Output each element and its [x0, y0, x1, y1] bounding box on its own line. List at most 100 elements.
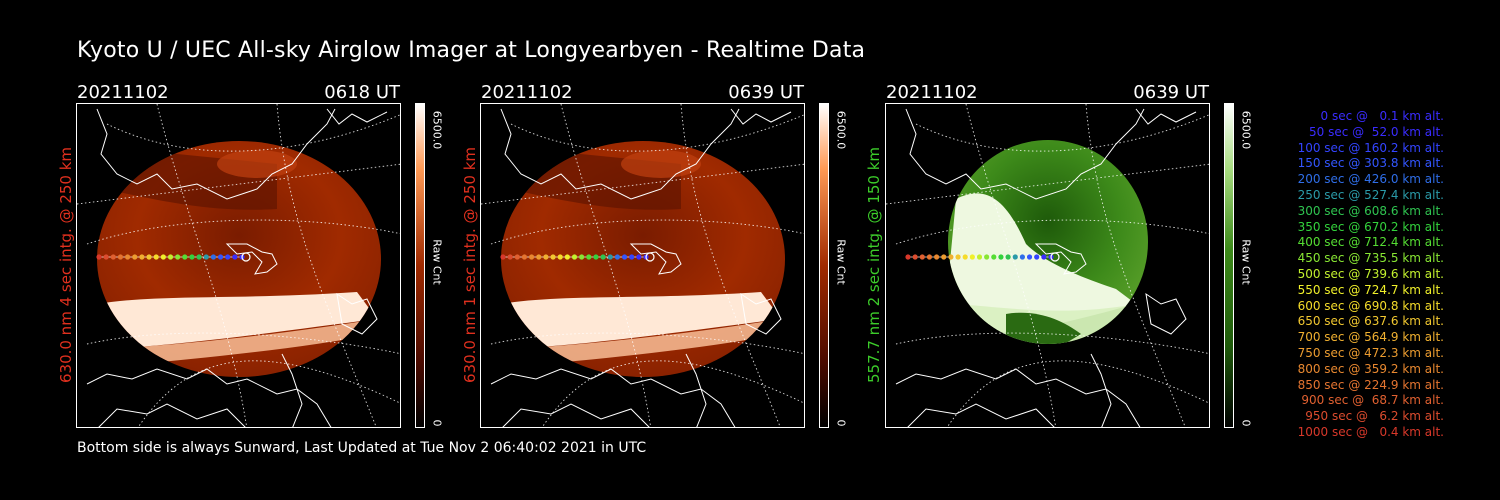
legend-row: 450 sec @ 735.5 km alt. — [1297, 251, 1444, 266]
legend-row: 600 sec @ 690.8 km alt. — [1297, 298, 1444, 313]
track-point — [912, 254, 918, 260]
track-point — [1041, 254, 1047, 260]
track-point — [557, 254, 563, 260]
track-point — [579, 254, 585, 260]
panel-2-side-label-text: 630.0 nm 1 sec intg. @ 250 km — [461, 146, 479, 384]
legend-row: 950 sec @ 6.2 km alt. — [1305, 409, 1444, 424]
track-point — [110, 254, 116, 260]
track-point — [1019, 254, 1025, 260]
track-point — [210, 254, 216, 260]
track-point — [175, 254, 181, 260]
station-marker — [645, 252, 655, 262]
track-point — [117, 254, 124, 260]
track-point — [521, 254, 528, 260]
track-point — [969, 254, 975, 260]
track-point — [984, 254, 990, 260]
track-point — [941, 254, 947, 260]
track-point — [182, 254, 188, 260]
legend-row: 900 sec @ 68.7 km alt. — [1301, 393, 1444, 408]
track-point — [500, 254, 506, 260]
panel-1-date: 20211102 — [77, 82, 169, 103]
track-point — [962, 254, 968, 260]
track-point — [132, 254, 138, 260]
track-point — [1012, 254, 1018, 260]
track-point — [926, 254, 933, 260]
track-point — [621, 254, 628, 260]
track-point — [536, 254, 542, 260]
panel-1-cbar-min-text: 0 — [430, 419, 444, 427]
graticule — [481, 104, 804, 427]
legend-row: 200 sec @ 426.0 km alt. — [1297, 172, 1444, 187]
track-point — [1026, 254, 1033, 260]
allsky-image-2 — [481, 104, 804, 427]
legend-row: 250 sec @ 527.4 km alt. — [1297, 187, 1444, 202]
legend-row: 400 sec @ 712.4 km alt. — [1297, 235, 1444, 250]
panel-2-colorbar — [819, 103, 829, 428]
track-point — [607, 254, 613, 260]
coastlines — [86, 108, 388, 427]
allsky-image-1 — [77, 104, 400, 427]
coastlines — [895, 108, 1197, 427]
track-point — [196, 254, 202, 260]
track-point — [189, 254, 195, 260]
track-point — [96, 254, 102, 260]
track-line — [96, 252, 251, 262]
panel-1-side-label-text: 630.0 nm 4 sec intg. @ 250 km — [57, 146, 75, 384]
panel-2-image — [480, 103, 805, 428]
legend-row: 550 sec @ 724.7 km alt. — [1297, 282, 1444, 297]
aurora-band — [948, 193, 1136, 334]
legend-row: 500 sec @ 739.6 km alt. — [1297, 266, 1444, 281]
track-point — [593, 254, 599, 260]
dark-patch — [1006, 312, 1081, 344]
panel-2-date: 20211102 — [481, 82, 573, 103]
legend-row: 50 sec @ 52.0 km alt. — [1309, 124, 1444, 139]
aurora-edge — [511, 319, 781, 366]
legend-row: 350 sec @ 670.2 km alt. — [1297, 219, 1444, 234]
legend-row: 0 sec @ 0.1 km alt. — [1320, 109, 1445, 123]
track-point — [203, 254, 209, 260]
track-point — [507, 254, 513, 260]
panel-2-time: 0639 UT — [728, 82, 804, 103]
track-point — [955, 254, 961, 260]
panel-1-cbar-max-text: 6500.0 — [430, 110, 444, 150]
track-point — [529, 254, 535, 260]
aurora-band — [501, 292, 781, 349]
altitude-legend: 0 sec @ 0.1 km alt. 50 sec @ 52.0 km alt.… — [1262, 109, 1444, 441]
panel-3-side-label-text: 557.7 nm 2 sec intg. @ 150 km — [865, 146, 883, 384]
track-point — [139, 254, 145, 260]
aurora-band — [97, 292, 377, 349]
legend-row: 1000 sec @ 0.4 km alt. — [1297, 424, 1444, 439]
track-point — [1034, 254, 1040, 260]
station-marker — [1050, 252, 1060, 262]
track-line — [500, 252, 655, 262]
track-point — [629, 254, 635, 260]
legend-row: 800 sec @ 359.2 km alt. — [1297, 361, 1444, 376]
panel-3-cbar-min-text: 0 — [1239, 419, 1253, 427]
panel-1-time: 0618 UT — [324, 82, 400, 103]
track-point — [167, 254, 174, 260]
track-point — [217, 254, 224, 260]
track-point — [636, 254, 642, 260]
aurora-edge — [107, 319, 377, 366]
legend-row: 300 sec @ 608.6 km alt. — [1297, 203, 1444, 218]
track-point — [614, 254, 620, 260]
track-point — [514, 254, 520, 260]
page-title: Kyoto U / UEC All-sky Airglow Imager at … — [77, 38, 866, 63]
panel-3-time: 0639 UT — [1133, 82, 1209, 103]
track-point — [600, 254, 606, 260]
track-point — [160, 254, 166, 260]
panel-3-cbar-max-text: 6500.0 — [1239, 110, 1253, 150]
track-point — [232, 254, 238, 260]
legend-row: 100 sec @ 160.2 km alt. — [1297, 140, 1444, 155]
allsky-image-3 — [886, 104, 1209, 427]
track-point — [586, 254, 592, 260]
panel-1-cbar-unit-text: Raw Cnt — [430, 239, 444, 285]
track-point — [976, 254, 983, 260]
track-point — [998, 254, 1004, 260]
graticule — [886, 104, 1209, 427]
track-point — [225, 254, 231, 260]
track-point — [146, 254, 152, 260]
panel-2-cbar-unit-text: Raw Cnt — [834, 239, 848, 285]
track-point — [934, 254, 940, 260]
